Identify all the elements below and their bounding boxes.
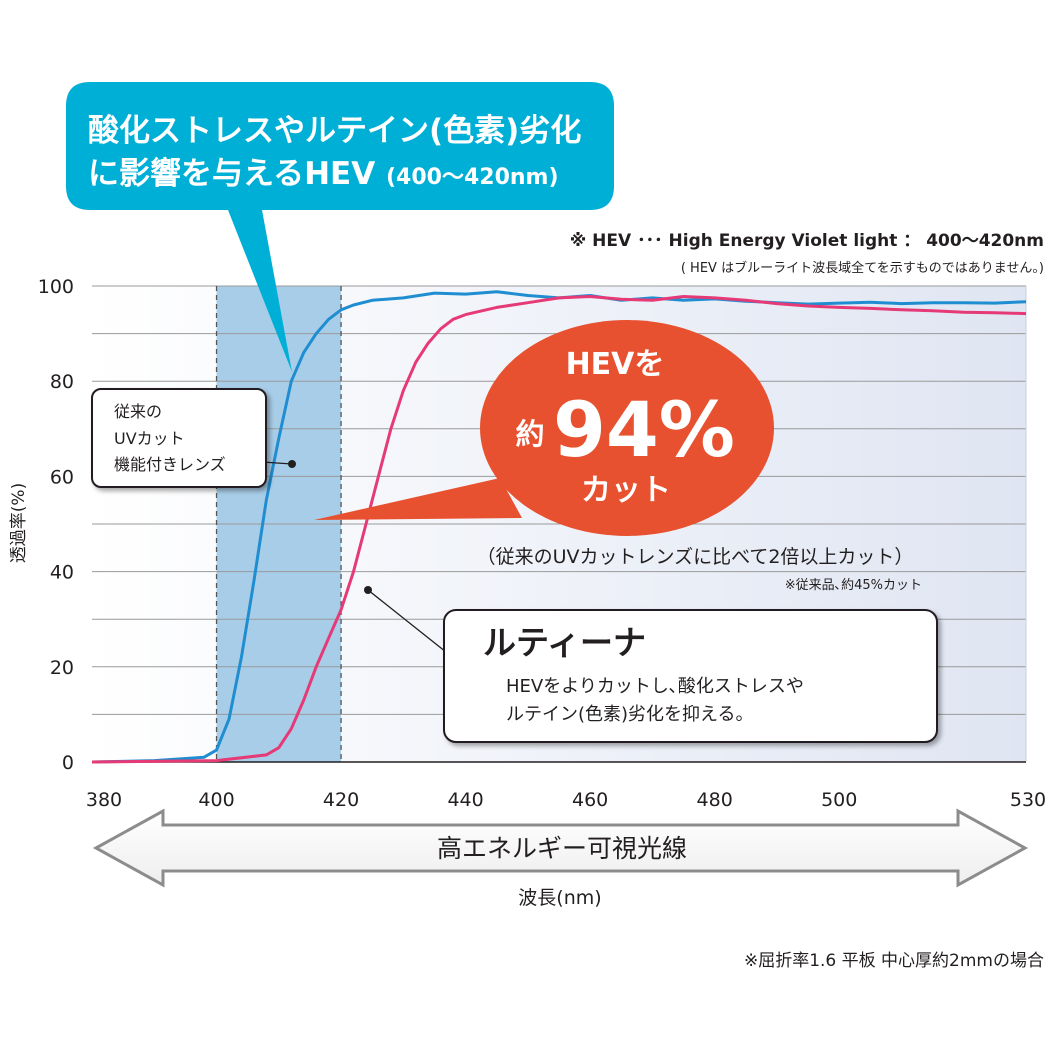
comparison-note: ※従来品､約45%カット <box>785 578 922 593</box>
top-callout-line2-range: (400〜420nm) <box>386 165 559 190</box>
x-tick-label: 500 <box>821 789 857 811</box>
series-group <box>92 290 1026 764</box>
band-boundary-lines <box>215 286 342 762</box>
top-callout-line2-main: に影響を与えるHEV <box>88 156 386 192</box>
series-line-legacy-lens <box>92 290 1026 764</box>
y-tick-label: 60 <box>50 466 74 488</box>
top-callout-line1: 酸化ストレスやルテイン(色素)劣化 <box>88 113 581 149</box>
cut-bubble-line1: HEVを <box>566 347 665 382</box>
y-tick-label: 40 <box>50 562 74 584</box>
x-tick-label: 380 <box>86 789 122 811</box>
double-arrow-shape <box>92 808 1029 888</box>
x-axis-label: 波長(nm) <box>518 887 601 909</box>
legacy-lens-line1: 従来の <box>114 402 162 421</box>
cut-bubble-tail <box>314 478 522 520</box>
legacy-lens-line3: 機能付きレンズ <box>114 455 226 474</box>
comparison-text: （従来のUVカットレンズに比べて2倍以上カット） <box>477 546 914 568</box>
top-callout-shape <box>66 82 614 372</box>
top-callout: 酸化ストレスやルテイン(色素)劣化 に影響を与えるHEV (400〜420nm) <box>66 82 614 372</box>
cut-bubble-line3: カット <box>581 473 671 508</box>
cut-bubble-yaku: 約 <box>515 417 544 451</box>
rutina-label-box: ルティーナ HEVをよりカットし､酸化ストレスや ルテイン(色素)劣化を抑える。 <box>364 586 938 743</box>
series-line-rutina <box>92 295 1026 764</box>
rutina-leader-dot <box>364 586 372 594</box>
legacy-lens-label-box: 従来の UVカット 機能付きレンズ <box>91 388 296 488</box>
y-tick-label: 0 <box>62 752 74 774</box>
y-tick-labels: 0 20 40 60 80 100 <box>38 276 74 774</box>
x-tick-label: 400 <box>198 789 234 811</box>
rutina-box-shape <box>443 609 938 743</box>
footnote: ※屈折率1.6 平板 中心厚約2mmの場合 <box>744 951 1044 971</box>
rutina-desc-line2: ルテイン(色素)劣化を抑える。 <box>506 704 754 725</box>
cut-percent-bubble: HEVを 約 94% カット <box>314 320 774 536</box>
y-tick-label: 100 <box>38 276 74 298</box>
y-tick-label: 20 <box>50 657 74 679</box>
energy-arrow-label: 高エネルギー可視光線 <box>437 834 687 863</box>
x-tick-labels: 380 400 420 440 460 480 500 530 <box>86 789 1046 811</box>
top-callout-line2: に影響を与えるHEV (400〜420nm) <box>88 156 559 192</box>
rutina-desc-line1: HEVをよりカットし､酸化ストレスや <box>506 676 804 697</box>
y-tick-label: 80 <box>50 371 74 393</box>
x-tick-label: 440 <box>447 789 483 811</box>
hev-definition-note: ※ HEV ･･･ High Energy Violet light ： 400… <box>570 231 1044 251</box>
energy-arrow-band: 高エネルギー可視光線 <box>92 808 1029 888</box>
rutina-title: ルティーナ <box>483 623 646 662</box>
cut-bubble-percent: 94% <box>553 385 735 474</box>
cut-bubble-shape <box>480 320 774 536</box>
x-tick-label: 530 <box>1010 789 1046 811</box>
y-axis-label: 透過率(%) <box>9 483 29 563</box>
legacy-lens-line2: UVカット <box>114 429 185 448</box>
legacy-lens-box-shape <box>91 388 267 488</box>
rutina-leader-line <box>367 589 447 653</box>
x-tick-label: 480 <box>697 789 733 811</box>
legacy-lens-leader-dot <box>288 460 296 468</box>
x-tick-label: 420 <box>323 789 359 811</box>
x-tick-label: 460 <box>572 789 608 811</box>
hev-disclaimer-note: ( HEV はブルーライト波長域全てを示すものではありません。) <box>681 260 1044 276</box>
